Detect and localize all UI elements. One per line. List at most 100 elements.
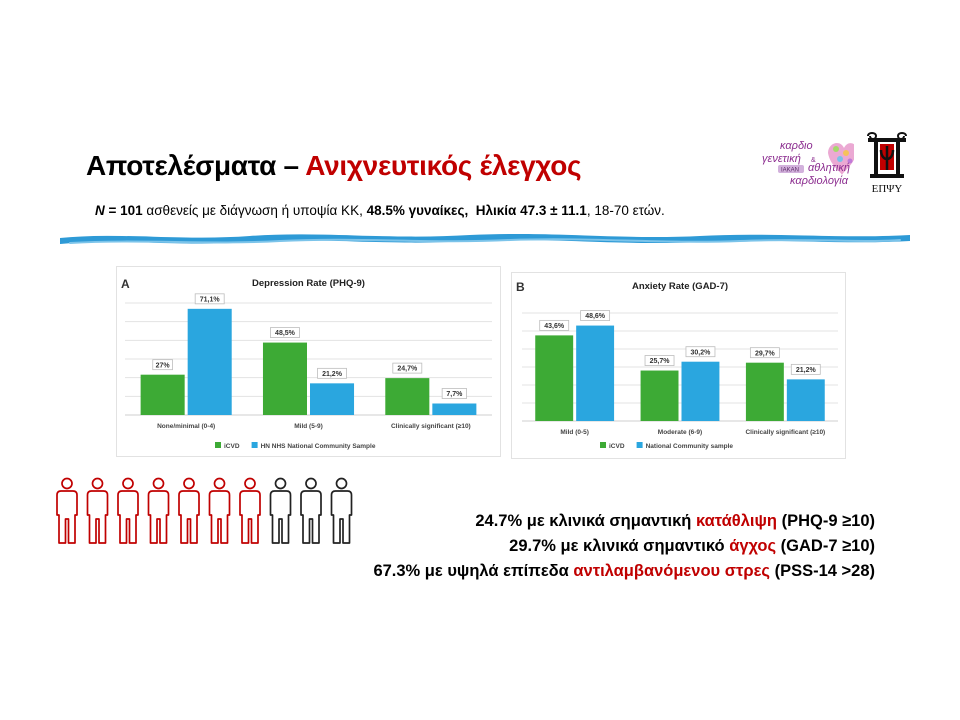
data-label-box — [539, 319, 570, 331]
title-accent: Ανιχνευτικός έλεγχος — [305, 150, 582, 181]
chart-title: Depression Rate (PHQ-9) — [252, 278, 365, 289]
person-head — [244, 477, 256, 490]
title-main: Αποτελέσματα – — [86, 150, 306, 181]
person-icon — [86, 477, 109, 544]
subtitle-part1: ασθενείς με διάγνωση ή υποψία ΚΚ, — [142, 203, 367, 218]
wave-divider — [60, 233, 910, 244]
bar — [535, 335, 574, 421]
subtitle-women: 48.5% γυναίκες, — [366, 203, 469, 218]
person-head — [305, 477, 317, 490]
subtitle-range: , 18-70 ετών. — [586, 203, 665, 218]
data-label: 48,6% — [585, 313, 606, 320]
slide-title: Αποτελέσματα – Ανιχνευτικός έλεγχος — [86, 150, 582, 182]
data-label: 43,6% — [544, 323, 565, 330]
legend-label: iCVD — [609, 443, 625, 450]
person-icon — [147, 477, 170, 544]
logo-badge: ΙΑΚΑΝ — [781, 168, 799, 174]
subtitle-gap — [468, 203, 476, 218]
stat-post: (GAD-7 ≥10) — [776, 537, 875, 555]
person-head — [61, 477, 73, 490]
person-icon — [178, 477, 200, 544]
bar — [187, 308, 232, 415]
legend-swatch — [251, 442, 258, 448]
data-label: 25,7% — [650, 358, 671, 365]
person-body — [269, 490, 292, 544]
data-label: 21,2% — [796, 367, 817, 374]
stat-accent: αντιλαμβανόμενου στρες — [573, 562, 770, 580]
bar — [640, 370, 679, 421]
person-body — [86, 490, 109, 544]
data-label: 71,1% — [200, 296, 221, 303]
logo-line-5: καρδιολογία — [790, 175, 849, 187]
person-icon — [117, 477, 139, 544]
n-eq: = — [104, 203, 121, 218]
cardiogenetics-logo: καρδιο γενετική & αθλητική ΙΑΚΑΝ καρδιολ… — [762, 140, 854, 187]
person-body — [147, 490, 170, 544]
person-icon — [56, 477, 78, 544]
stat-accent: κατάθλιψη — [695, 512, 777, 530]
person-head — [213, 477, 226, 490]
heart-icon — [828, 142, 854, 175]
bar — [432, 403, 477, 415]
panel-letter: A — [121, 277, 130, 291]
stat-post: (PHQ-9 ≥10) — [777, 512, 875, 530]
logo-line-4: αθλητική — [808, 162, 850, 174]
legend-swatch — [636, 442, 643, 448]
data-label: 48,5% — [275, 330, 296, 337]
data-label-box — [392, 362, 423, 374]
data-label-box — [685, 346, 716, 358]
person-icon — [330, 477, 353, 544]
chart-a-svg: A Depression Rate (PHQ-9) 27% 71,1% None/min… — [121, 277, 492, 450]
people-icon-row — [56, 477, 353, 544]
data-label: 29,7% — [755, 350, 776, 357]
stat-stress: 67.3% με υψηλά επίπεδα αντιλαμβανόμενου … — [373, 559, 875, 584]
bar — [786, 379, 825, 421]
x-tick-label: Mild (0-5) — [560, 429, 589, 436]
stat-pre: 29.7% με κλινικά σημαντικό — [509, 537, 730, 555]
epsy-logo: ΕΠΨΥ — [867, 132, 907, 195]
data-label-box — [790, 363, 821, 375]
legend-swatch — [600, 442, 606, 448]
chart-b-svg: B Anxiety Rate (GAD-7) 43,6% 48,6% Mild (0-5… — [516, 280, 838, 450]
bar — [140, 374, 185, 415]
stat-pre: 67.3% με υψηλά επίπεδα — [373, 562, 574, 580]
person-icon — [269, 477, 292, 544]
data-label: 24,7% — [397, 366, 418, 373]
person-body — [300, 490, 322, 544]
person-head — [335, 477, 348, 490]
person-body — [178, 490, 200, 544]
x-tick-label: Clinically significant (≥10) — [745, 429, 825, 436]
logo-line-3: & — [811, 157, 816, 164]
logo-epsy-text: ΕΠΨΥ — [872, 183, 903, 195]
legend-label: HN NHS National Community Sample — [261, 443, 376, 450]
legend-swatch — [215, 442, 221, 448]
bar — [745, 362, 784, 421]
data-label-box — [580, 310, 611, 321]
bar — [385, 378, 430, 415]
bar — [262, 342, 307, 415]
panel-letter: B — [516, 280, 525, 294]
data-label-box — [644, 355, 675, 366]
person-icon — [300, 477, 322, 544]
logo-line-1: καρδιο — [780, 140, 813, 152]
data-label-box — [749, 347, 780, 359]
data-label-box — [152, 359, 173, 371]
chart-depression-rate: A Depression Rate (PHQ-9) 27% 71,1% None/min… — [116, 266, 501, 457]
stat-depression: 24.7% με κλινικά σημαντική κατάθλιψη (PH… — [373, 509, 875, 534]
person-head — [122, 477, 134, 490]
data-label: 7,7% — [446, 391, 463, 398]
slide-subtitle: N = 101 ασθενείς με διάγνωση ή υποψία ΚΚ… — [95, 203, 665, 218]
bar — [681, 361, 720, 421]
person-head — [183, 477, 195, 490]
person-body — [330, 490, 353, 544]
n-label: N — [95, 203, 105, 218]
bar — [576, 325, 615, 421]
person-body — [117, 490, 139, 544]
person-body — [56, 490, 78, 544]
logo-line-2: γενετική — [762, 153, 801, 165]
x-tick-label: Mild (5-9) — [294, 423, 323, 430]
bar — [310, 383, 355, 415]
person-head — [274, 477, 287, 490]
data-label-box — [194, 293, 225, 305]
person-icon — [239, 477, 261, 544]
